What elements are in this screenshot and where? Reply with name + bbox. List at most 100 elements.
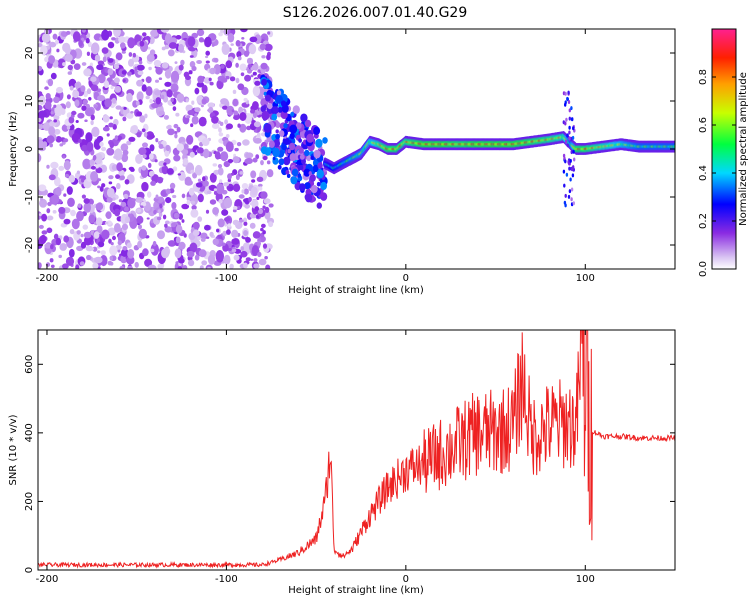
- noise-speckle: [102, 126, 110, 132]
- ridge-smear: [564, 121, 567, 126]
- ridge-smear: [572, 201, 575, 206]
- noise-speckle: [254, 34, 262, 45]
- noise-speckle: [111, 97, 117, 104]
- noise-speckle: [101, 183, 106, 188]
- noise-speckle: [243, 188, 249, 195]
- noise-speckle: [137, 240, 143, 249]
- noise-speckle: [119, 174, 125, 181]
- noise-speckle: [204, 224, 211, 231]
- noise-speckle: [237, 123, 241, 128]
- noise-speckle: [188, 187, 195, 196]
- noise-speckle: [65, 256, 75, 266]
- snr-frame: [37, 329, 676, 571]
- noise-speckle: [113, 63, 120, 70]
- noise-speckle: [235, 62, 239, 68]
- noise-speckle: [236, 51, 242, 58]
- noise-speckle: [48, 55, 55, 64]
- ridge-smear: [567, 90, 570, 95]
- noise-speckle: [48, 126, 56, 136]
- noise-speckle: [82, 158, 91, 170]
- colorbar-tick-label: 0.8: [698, 69, 709, 85]
- noise-speckle: [116, 162, 123, 172]
- noise-speckle: [263, 198, 271, 204]
- noise-speckle: [141, 84, 147, 92]
- transition-blob: [278, 158, 285, 166]
- noise-speckle: [90, 247, 94, 251]
- noise-speckle: [107, 68, 114, 76]
- transition-blob: [320, 181, 327, 191]
- noise-speckle: [212, 238, 219, 246]
- noise-speckle: [227, 33, 235, 43]
- noise-speckle: [204, 36, 212, 48]
- ridge-smear: [567, 100, 571, 104]
- noise-speckle: [216, 228, 220, 233]
- noise-speckle: [163, 115, 169, 120]
- noise-speckle: [198, 249, 207, 258]
- noise-speckle: [47, 201, 52, 207]
- noise-speckle: [81, 29, 87, 33]
- noise-speckle: [101, 47, 109, 54]
- noise-speckle: [62, 62, 66, 67]
- noise-speckle: [234, 147, 239, 152]
- noise-speckle: [155, 138, 159, 143]
- colorbar-tick-label: 0.0: [698, 261, 709, 277]
- noise-speckle: [90, 76, 97, 82]
- noise-speckle: [176, 126, 181, 133]
- noise-speckle: [62, 42, 71, 53]
- noise-speckle: [65, 101, 71, 109]
- noise-speckle: [114, 208, 121, 217]
- noise-speckle: [155, 97, 162, 105]
- noise-speckle: [239, 63, 247, 71]
- noise-speckle: [197, 178, 202, 182]
- transition-blob: [276, 90, 282, 96]
- noise-speckle: [150, 243, 159, 256]
- noise-speckle: [268, 203, 274, 208]
- noise-speckle: [150, 180, 157, 186]
- noise-speckle: [172, 194, 177, 199]
- noise-speckle: [86, 254, 92, 261]
- noise-speckle: [97, 178, 102, 182]
- noise-speckle: [244, 74, 252, 82]
- noise-speckle: [68, 248, 75, 258]
- transition-blob: [275, 129, 279, 134]
- noise-speckle: [62, 263, 69, 269]
- noise-speckle: [248, 44, 257, 55]
- transition-blob: [260, 146, 268, 155]
- transition-blob: [286, 173, 291, 178]
- noise-speckle: [191, 100, 195, 105]
- noise-speckle: [252, 231, 261, 239]
- noise-speckle: [168, 42, 178, 49]
- noise-speckle: [95, 165, 99, 169]
- snr-y-ticks: 0 200 400 600: [24, 355, 675, 573]
- noise-speckle: [251, 245, 260, 257]
- noise-speckle: [76, 170, 80, 175]
- transition-blob: [290, 111, 295, 117]
- noise-speckle: [136, 64, 145, 71]
- y-tick-label: 600: [24, 355, 35, 374]
- noise-speckle: [171, 222, 177, 228]
- noise-speckle: [224, 119, 229, 125]
- noise-speckle: [128, 58, 134, 67]
- noise-speckle: [194, 107, 201, 113]
- noise-speckle: [97, 250, 101, 254]
- noise-speckle: [69, 85, 74, 91]
- noise-speckle: [143, 131, 148, 138]
- colorbar: 0.0 0.2 0.4 0.6 0.8 Normalized spectral ampl…: [698, 28, 749, 277]
- noise-speckle: [256, 196, 260, 200]
- noise-speckle: [225, 134, 230, 138]
- noise-speckle: [174, 133, 178, 139]
- ridge-smear: [572, 149, 575, 154]
- noise-speckle: [38, 95, 46, 106]
- noise-speckle: [170, 83, 179, 93]
- noise-speckle: [266, 160, 271, 165]
- noise-speckle: [38, 104, 43, 111]
- noise-speckle: [48, 41, 57, 48]
- ridge-smear: [570, 197, 573, 202]
- noise-speckle: [245, 152, 254, 159]
- noise-speckle: [78, 40, 83, 47]
- noise-speckle: [192, 172, 198, 179]
- noise-speckle: [219, 121, 224, 126]
- transition-blob: [277, 106, 283, 113]
- noise-speckle: [187, 259, 195, 267]
